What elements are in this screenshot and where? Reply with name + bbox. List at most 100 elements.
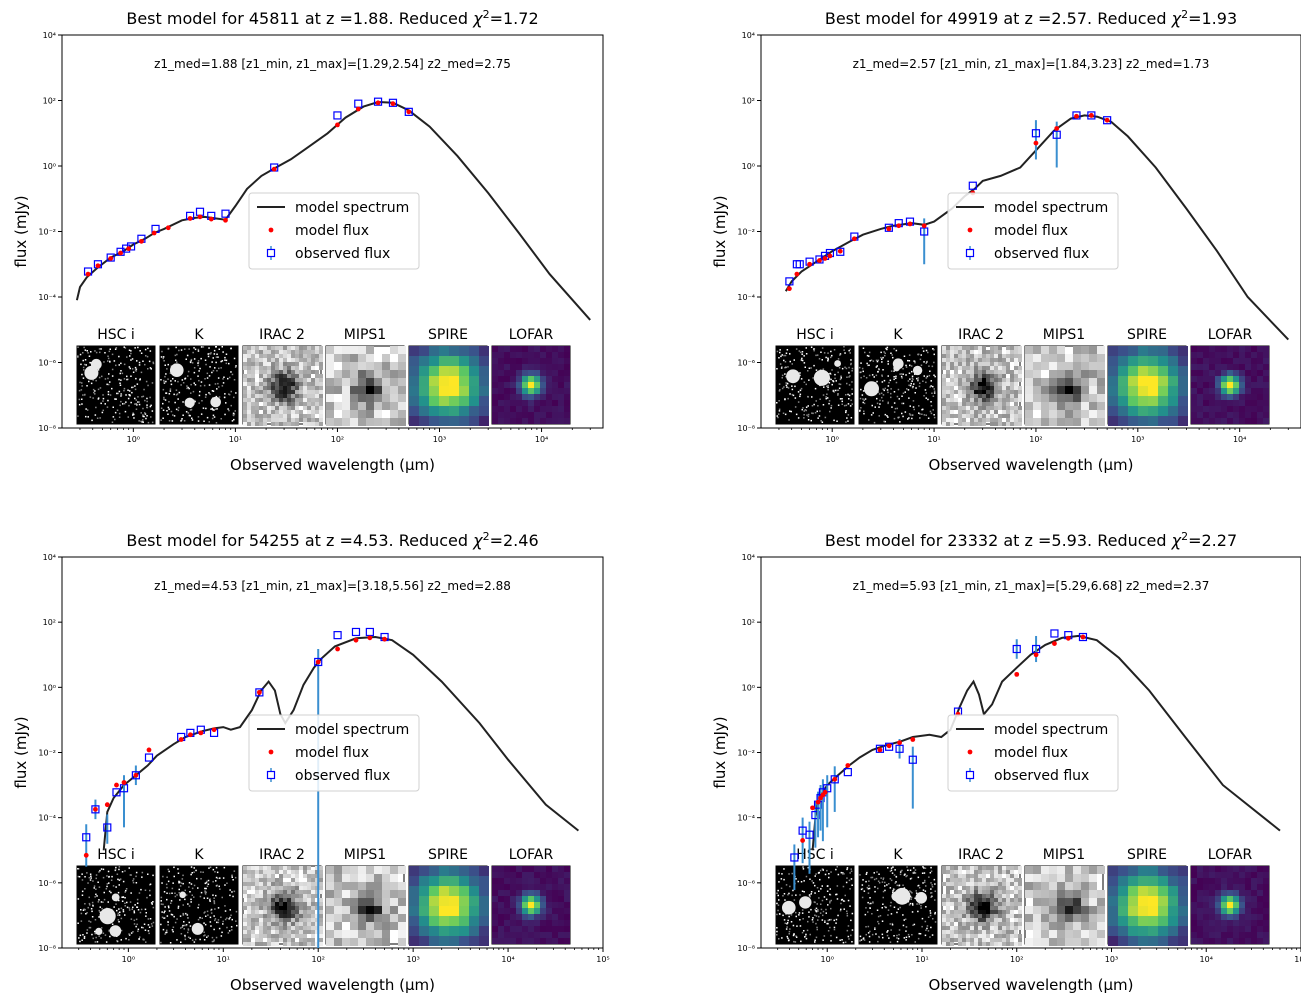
cutout-pixel — [1203, 364, 1209, 370]
cutout-pixel — [528, 382, 534, 388]
noise-pixel — [826, 890, 829, 892]
cutout-pixel — [366, 866, 374, 874]
noise-pixel — [868, 902, 871, 905]
cutout-pixel — [251, 390, 255, 394]
cutout-pixel — [546, 388, 552, 394]
cutout-pixel — [247, 366, 251, 370]
cutout-pixel — [1006, 354, 1010, 358]
noise-pixel — [120, 400, 122, 403]
cutout-pixel — [546, 370, 552, 376]
cutout-pixel — [528, 932, 534, 938]
cutout-pixel — [287, 910, 291, 914]
cutout-pixel — [479, 916, 489, 926]
cutout-pixel — [307, 878, 311, 882]
cutout-pixel — [303, 398, 307, 402]
cutout-pixel — [279, 898, 283, 902]
cutout-pixel — [275, 386, 279, 390]
noise-pixel — [185, 924, 187, 927]
cutout-pixel — [1215, 352, 1221, 358]
noise-pixel — [210, 912, 213, 914]
cutout-pixel — [1239, 358, 1245, 364]
cutout-pixel — [255, 406, 259, 410]
noise-pixel — [800, 881, 803, 883]
y-axis-label: flux (mJy) — [711, 195, 729, 267]
cutout-pixel — [267, 386, 271, 390]
cutout-pixel — [990, 350, 994, 354]
cutout-pixel — [966, 410, 970, 414]
noise-pixel — [232, 895, 234, 898]
noise-pixel — [804, 935, 807, 937]
noise-pixel — [182, 904, 184, 906]
noise-pixel — [878, 406, 880, 408]
cutout-pixel — [358, 890, 366, 898]
noise-pixel — [925, 885, 927, 887]
cutout-pixel — [342, 346, 350, 354]
cutout-pixel — [1209, 382, 1215, 388]
cutout-pixel — [279, 926, 283, 930]
noise-pixel — [840, 871, 843, 874]
noise-pixel — [152, 361, 154, 364]
cutout-pixel — [1118, 396, 1128, 406]
noise-pixel — [887, 360, 889, 363]
cutout-pixel — [546, 920, 552, 926]
cutout-pixel — [1065, 410, 1073, 418]
noise-pixel — [929, 370, 931, 372]
noise-pixel — [877, 391, 880, 393]
cutout-pixel — [390, 410, 398, 418]
noise-pixel — [824, 920, 826, 922]
cutout-pixel — [315, 362, 319, 366]
noise-pixel — [180, 349, 183, 351]
cutout-pixel — [259, 346, 263, 350]
cutout-pixel — [243, 402, 247, 406]
cutout-pixel — [1025, 362, 1033, 370]
observed-flux-point — [333, 111, 342, 120]
y-tick-label: 10⁰ — [43, 162, 56, 171]
cutout-pixel — [1006, 414, 1010, 418]
cutout-pixel — [1158, 356, 1168, 366]
noise-pixel — [781, 377, 783, 379]
cutout-pixel — [986, 374, 990, 378]
x-tick-label: 10⁰ — [821, 955, 834, 964]
noise-pixel — [914, 941, 916, 943]
source-blob — [813, 369, 831, 386]
cutout-pixel — [558, 376, 564, 382]
noise-pixel — [868, 884, 870, 887]
cutout-pixel — [439, 376, 449, 386]
cutout-pixel — [299, 894, 303, 898]
noise-pixel — [825, 912, 827, 914]
noise-pixel — [114, 868, 117, 871]
cutout-pixel — [255, 394, 259, 398]
cutout-pixel — [1158, 416, 1168, 426]
noise-pixel — [923, 361, 925, 363]
y-axis-label: flux (mJy) — [12, 716, 30, 788]
cutout-pixel — [534, 908, 540, 914]
cutout-pixel — [319, 366, 323, 370]
cutout-pixel — [1002, 398, 1006, 402]
noise-pixel — [808, 367, 811, 369]
cutout-pixel — [492, 412, 498, 418]
cutout-pixel — [398, 378, 406, 386]
cutout-pixel — [326, 882, 334, 890]
noise-pixel — [86, 350, 88, 352]
cutout-pixel — [516, 872, 522, 878]
noise-pixel — [135, 925, 137, 928]
cutout-pixel — [970, 386, 974, 390]
noise-pixel — [199, 390, 201, 393]
cutout-pixel — [259, 938, 263, 942]
noise-pixel — [94, 350, 96, 352]
noise-pixel — [190, 392, 192, 394]
cutout-pixel — [263, 886, 267, 890]
noise-pixel — [822, 869, 824, 871]
noise-pixel — [930, 892, 932, 894]
noise-pixel — [914, 897, 916, 899]
noise-pixel — [865, 926, 867, 928]
noise-pixel — [868, 935, 871, 938]
cutout-pixel — [469, 356, 479, 366]
noise-pixel — [839, 353, 842, 355]
cutout-pixel — [1097, 402, 1105, 410]
noise-pixel — [934, 883, 936, 885]
cutout-pixel — [275, 422, 279, 426]
noise-pixel — [107, 399, 109, 402]
cutout-pixel — [295, 890, 299, 894]
cutout-pixel — [291, 414, 295, 418]
